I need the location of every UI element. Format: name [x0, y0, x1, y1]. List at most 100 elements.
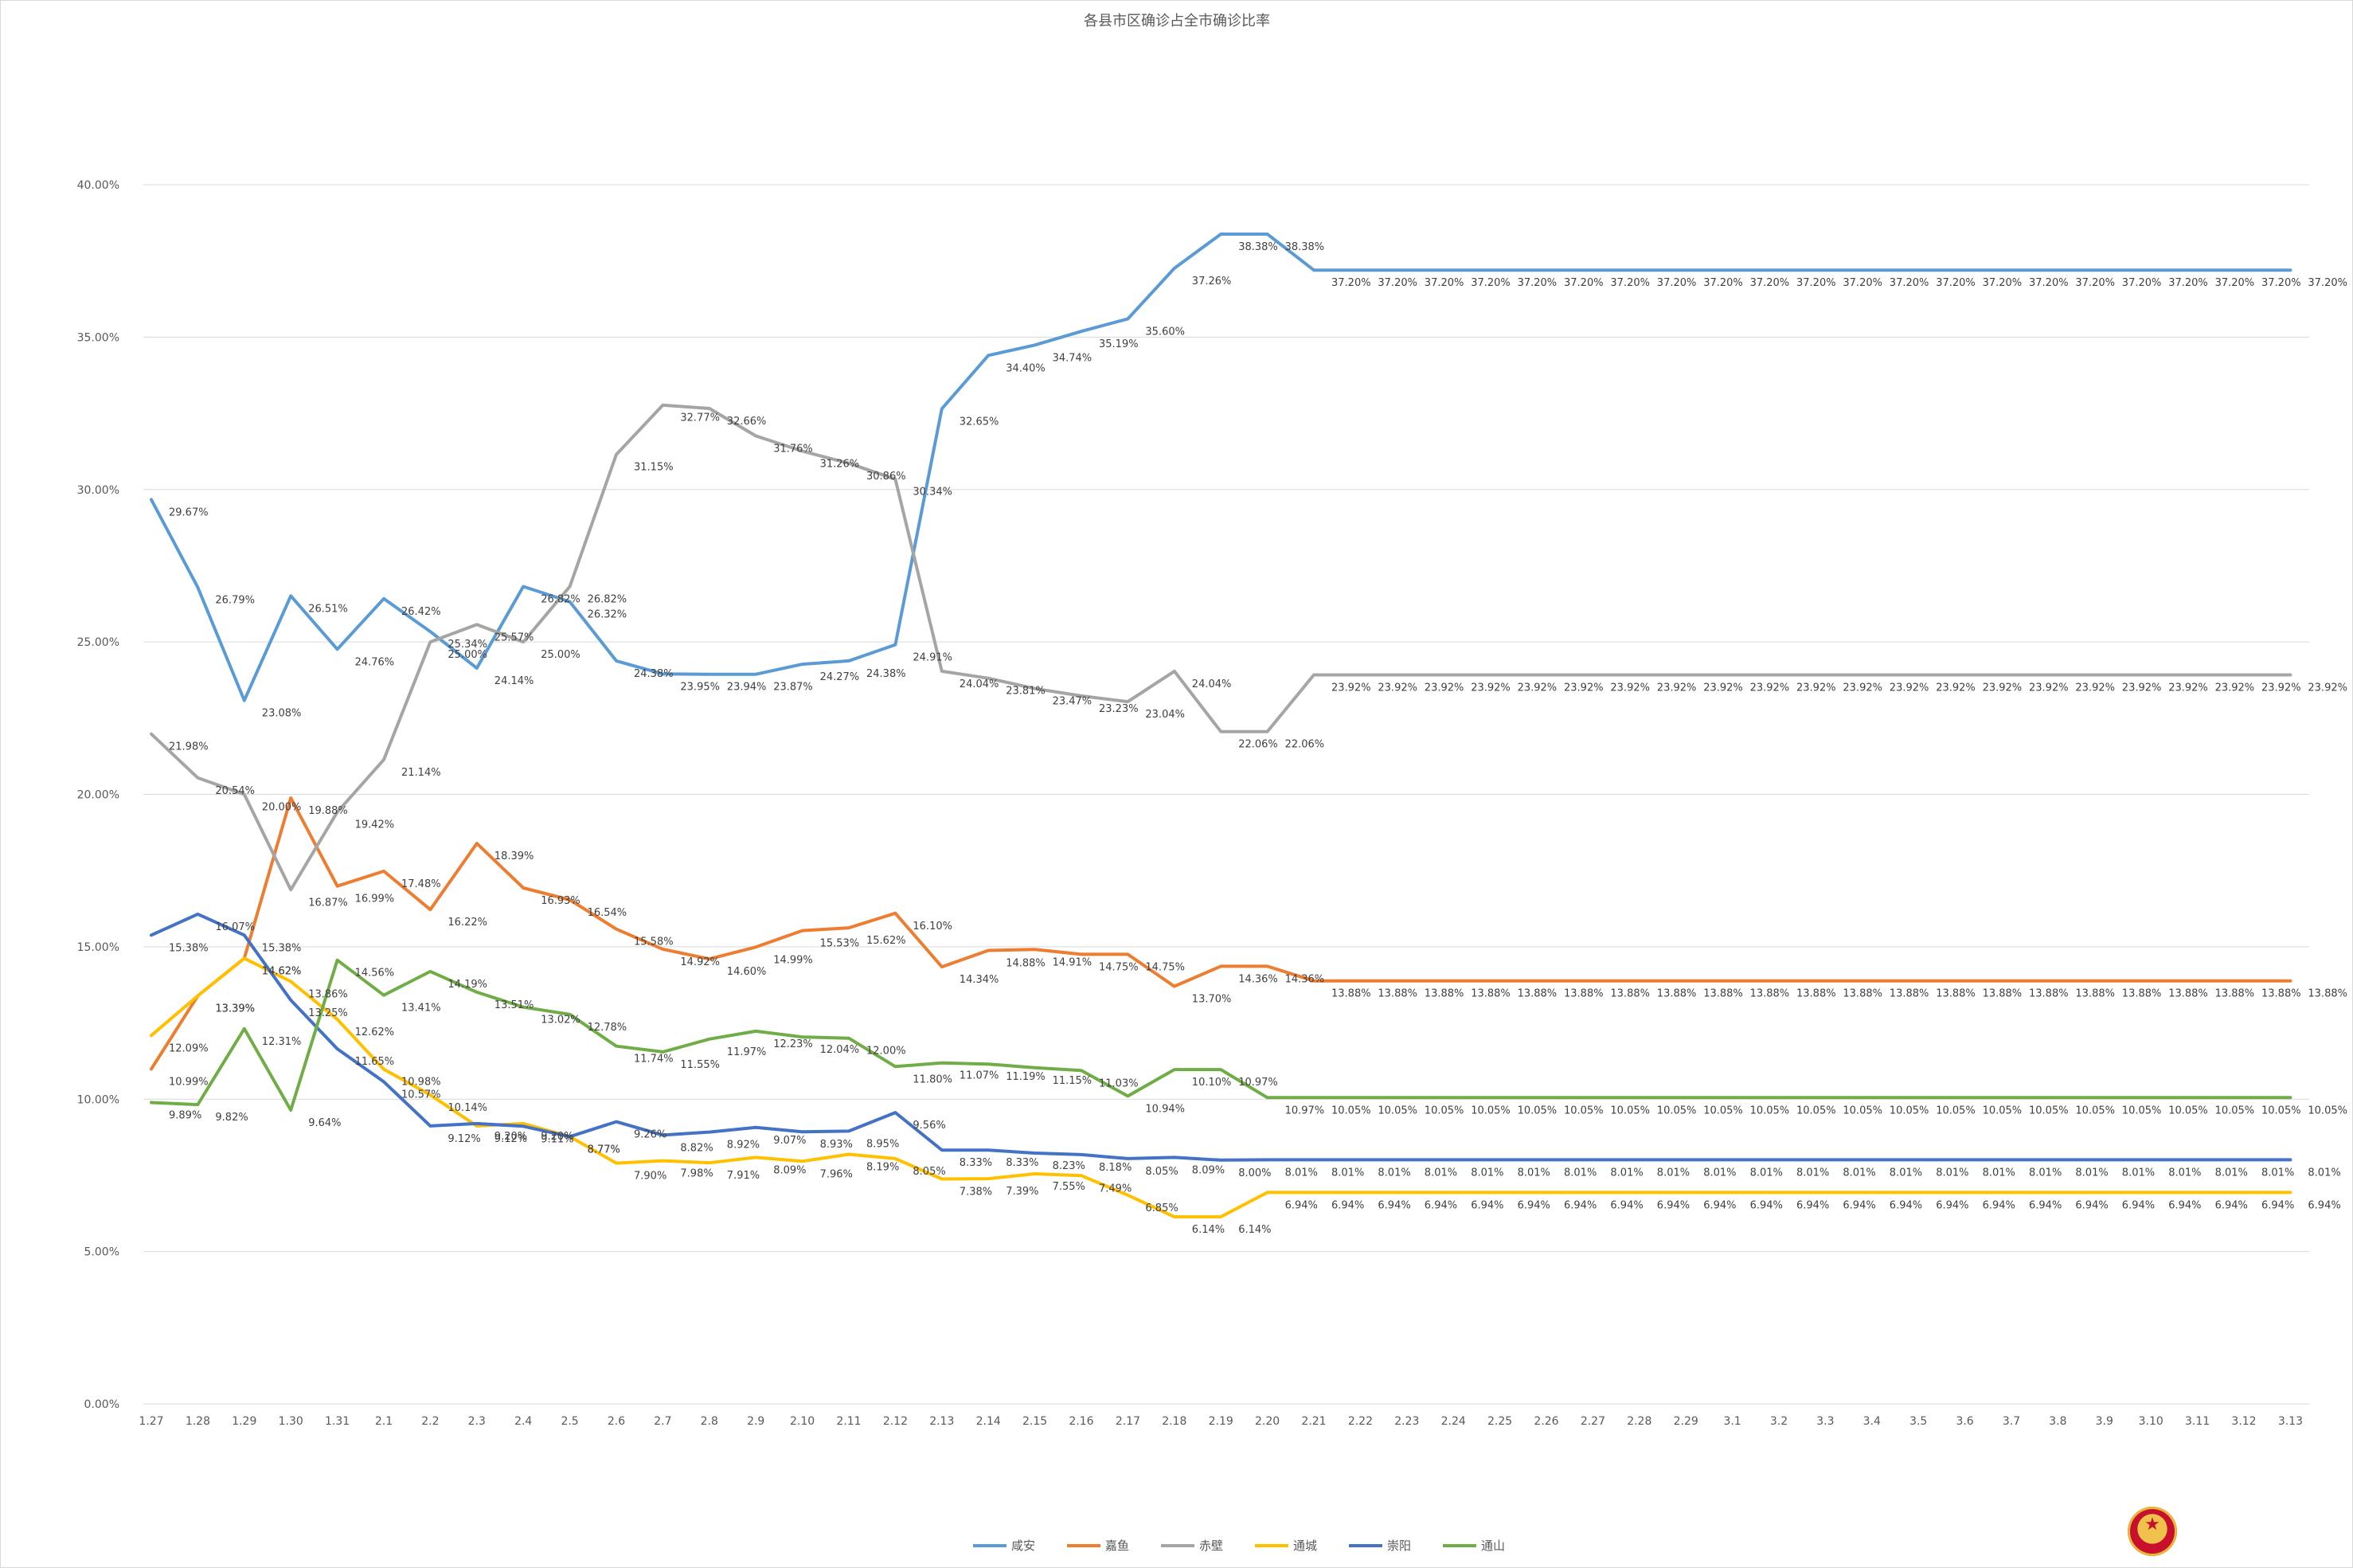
data-label: 26.51%: [308, 603, 348, 615]
data-label: 11.97%: [727, 1046, 767, 1058]
data-label: 37.20%: [1425, 277, 1464, 289]
x-tick-label: 3.13: [2278, 1415, 2303, 1428]
data-label: 8.01%: [1703, 1167, 1736, 1179]
x-tick-label: 2.29: [1674, 1415, 1698, 1428]
data-label: 37.20%: [1750, 277, 1790, 289]
legend: 咸安 嘉鱼 赤壁 通城 崇阳 通山: [973, 1539, 1505, 1553]
y-tick-label: 20.00%: [77, 789, 119, 802]
data-label: 14.91%: [1053, 956, 1092, 968]
data-label: 8.01%: [1750, 1167, 1783, 1179]
data-label: 37.20%: [1843, 277, 1882, 289]
data-label: 13.88%: [2168, 988, 2208, 1000]
data-label: 23.92%: [2215, 682, 2255, 694]
y-tick-label: 0.00%: [84, 1398, 119, 1411]
data-label: 10.05%: [1564, 1105, 1604, 1116]
data-label: 10.05%: [2308, 1105, 2347, 1116]
data-label: 23.92%: [2168, 682, 2208, 694]
data-label: 6.94%: [2261, 1199, 2294, 1211]
data-label: 8.01%: [1890, 1167, 1922, 1179]
data-label: 7.38%: [960, 1187, 992, 1198]
data-label: 35.60%: [1145, 326, 1185, 338]
legend-item-label: 崇阳: [1387, 1539, 1411, 1553]
x-tick-label: 2.7: [654, 1415, 671, 1428]
data-label: 8.01%: [1796, 1167, 1829, 1179]
data-label: 26.79%: [215, 595, 255, 607]
data-label: 23.08%: [262, 708, 302, 720]
y-axis-tick-labels: 0.00% 5.00% 10.00% 15.00% 20.00% 25.00% 30.00%…: [77, 179, 119, 1411]
data-label: 14.62%: [262, 965, 302, 977]
data-label: 6.94%: [1331, 1199, 1364, 1211]
data-label: 23.92%: [1378, 682, 1417, 694]
data-label: 12.00%: [866, 1046, 906, 1058]
data-label: 8.01%: [1936, 1167, 1968, 1179]
data-label: 8.05%: [1145, 1166, 1178, 1178]
data-label: 13.88%: [1890, 988, 1929, 1000]
data-label: 6.14%: [1238, 1224, 1271, 1236]
data-label: 6.94%: [2029, 1199, 2062, 1211]
x-tick-label: 2.8: [701, 1415, 718, 1428]
data-label: 37.20%: [1983, 277, 2023, 289]
x-tick-label: 2.10: [790, 1415, 815, 1428]
data-label: 12.78%: [588, 1022, 627, 1034]
data-label: 7.91%: [727, 1170, 760, 1182]
data-label: 15.58%: [634, 936, 674, 948]
y-tick-label: 25.00%: [77, 636, 119, 649]
data-label: 26.82%: [588, 593, 627, 605]
data-label: 8.19%: [866, 1162, 899, 1174]
data-label: 25.57%: [494, 632, 534, 643]
data-label: 37.20%: [2075, 277, 2115, 289]
data-label: 23.92%: [2308, 682, 2347, 694]
data-label: 10.05%: [2029, 1105, 2069, 1116]
data-label: 6.94%: [2075, 1199, 2108, 1211]
x-tick-label: 1.31: [325, 1415, 350, 1428]
data-label: 14.99%: [773, 954, 813, 966]
data-labels: 29.67% 26.79% 23.08% 26.51% 24.76% 26.42% 25.3…: [169, 241, 2347, 1236]
x-tick-label: 2.9: [747, 1415, 764, 1428]
data-label: 15.38%: [169, 942, 209, 954]
data-label: 8.01%: [2029, 1167, 2062, 1179]
data-label: 8.01%: [2215, 1167, 2248, 1179]
x-tick-label: 2.6: [608, 1415, 625, 1428]
data-label: 12.04%: [820, 1044, 860, 1056]
data-label: 8.01%: [1843, 1167, 1875, 1179]
data-label: 21.98%: [169, 741, 209, 753]
data-label: 6.94%: [1564, 1199, 1597, 1211]
data-label: 24.76%: [355, 656, 395, 668]
data-label: 23.92%: [1983, 682, 2023, 694]
y-tick-label: 15.00%: [77, 941, 119, 954]
data-label: 6.14%: [1192, 1224, 1225, 1236]
data-label: 18.39%: [494, 850, 534, 862]
data-label: 14.36%: [1285, 973, 1325, 985]
data-label: 37.20%: [1890, 277, 1929, 289]
data-label: 8.01%: [1331, 1167, 1364, 1179]
data-label: 10.57%: [401, 1089, 441, 1101]
data-label: 37.20%: [1331, 277, 1371, 289]
data-label: 7.49%: [1099, 1183, 1132, 1195]
data-label: 13.41%: [401, 1003, 441, 1015]
data-label: 17.48%: [401, 878, 441, 890]
data-label: 13.86%: [308, 989, 348, 1001]
data-label: 12.09%: [169, 1042, 209, 1054]
data-label: 7.39%: [1006, 1186, 1038, 1198]
data-label: 6.94%: [1471, 1199, 1503, 1211]
data-label: 6.94%: [2215, 1199, 2248, 1211]
x-tick-label: 3.12: [2231, 1415, 2256, 1428]
data-label: 23.92%: [2261, 682, 2301, 694]
data-label: 20.54%: [215, 785, 255, 797]
x-tick-label: 1.27: [139, 1415, 163, 1428]
x-tick-label: 1.30: [279, 1415, 303, 1428]
data-label: 30.86%: [866, 471, 906, 483]
data-label: 37.20%: [1518, 277, 1558, 289]
x-tick-label: 3.9: [2096, 1415, 2113, 1428]
data-label: 32.77%: [680, 413, 720, 424]
x-tick-label: 2.3: [468, 1415, 486, 1428]
x-tick-label: 3.11: [2185, 1415, 2210, 1428]
data-label: 14.92%: [680, 956, 720, 968]
data-label: 10.10%: [1192, 1077, 1232, 1089]
data-label: 13.70%: [1192, 994, 1232, 1006]
x-tick-label: 2.21: [1301, 1415, 1326, 1428]
legend-item-label: 通山: [1481, 1539, 1505, 1553]
data-label: 14.34%: [960, 974, 999, 986]
data-label: 13.88%: [1471, 988, 1511, 1000]
x-tick-label: 2.14: [976, 1415, 1001, 1428]
